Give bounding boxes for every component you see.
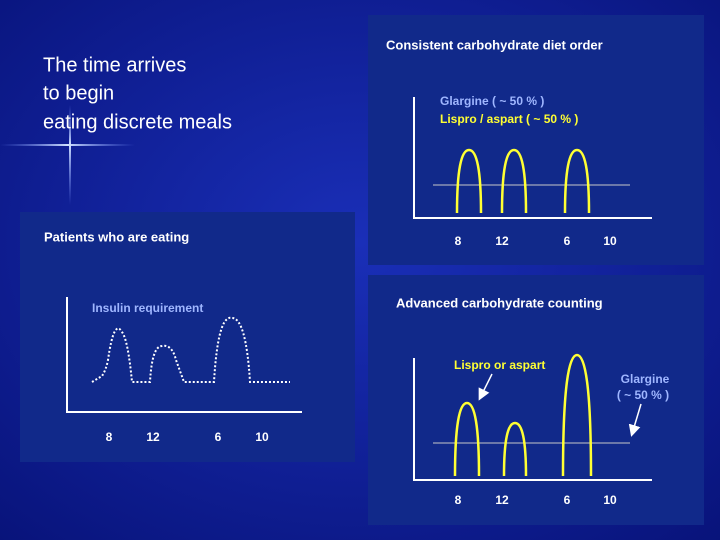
panel: Consistent carbohydrate diet order Glarg… xyxy=(368,15,704,265)
panel-title: Advanced carbohydrate counting xyxy=(396,295,603,310)
arrow xyxy=(628,403,642,437)
x-label: 6 xyxy=(564,234,571,248)
x-label: 12 xyxy=(495,493,509,507)
decoration xyxy=(69,105,71,205)
x-label: 6 xyxy=(215,430,222,444)
axes xyxy=(66,297,302,413)
insulin-curve xyxy=(91,316,290,383)
panel-title: Consistent carbohydrate diet order xyxy=(386,37,603,52)
curve-label: Lispro or aspart xyxy=(454,358,545,372)
panel-bg xyxy=(368,275,704,525)
panel-title: Patients who are eating xyxy=(44,229,189,244)
title-line: to begin xyxy=(43,82,114,104)
curve-label: Glargine xyxy=(621,372,670,386)
arrow xyxy=(478,373,493,401)
axes xyxy=(413,97,652,219)
panel-bg xyxy=(20,212,355,462)
panel: Advanced carbohydrate counting Lispro or… xyxy=(368,275,704,525)
x-label: 12 xyxy=(146,430,160,444)
decoration xyxy=(0,144,135,146)
insulin-curve xyxy=(455,148,591,214)
x-label: 10 xyxy=(603,493,617,507)
x-label: 10 xyxy=(603,234,617,248)
x-label: 8 xyxy=(455,493,462,507)
curve-label: Insulin requirement xyxy=(92,301,203,315)
axes xyxy=(413,358,652,481)
x-label: 6 xyxy=(564,493,571,507)
x-label: 12 xyxy=(495,234,509,248)
title-line: The time arrives xyxy=(43,54,186,76)
x-label: 10 xyxy=(255,430,269,444)
x-label: 8 xyxy=(106,430,113,444)
legend-item: Glargine ( ~ 50 % ) xyxy=(440,94,544,108)
curve-label: ( ~ 50 % ) xyxy=(617,388,669,402)
panel: Patients who are eating Insulin requirem… xyxy=(20,212,355,462)
panel-bg xyxy=(368,15,704,265)
legend-item: Lispro / aspart ( ~ 50 % ) xyxy=(440,112,578,126)
insulin-curve xyxy=(453,353,593,477)
title-line: eating discrete meals xyxy=(43,111,232,133)
x-label: 8 xyxy=(455,234,462,248)
